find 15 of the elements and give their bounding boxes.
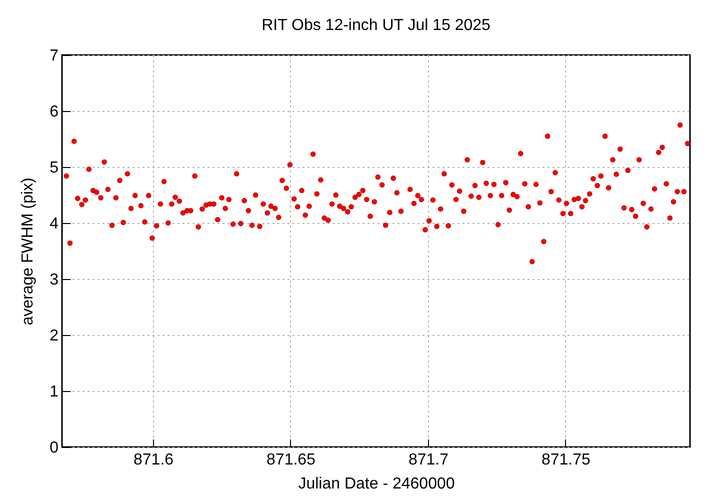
x-tick-label: 871.7 — [408, 452, 449, 468]
y-tick-label: 4 — [50, 216, 59, 232]
y-tick-label: 2 — [50, 328, 59, 344]
x-axis-title: Julian Date - 2460000 — [298, 476, 455, 492]
y-tick-label: 1 — [50, 384, 59, 400]
x-tick-label: 871.6 — [133, 452, 174, 468]
y-tick-label: 3 — [50, 272, 59, 288]
y-tick-label: 5 — [50, 160, 59, 176]
x-tick-label: 871.75 — [541, 452, 591, 468]
y-tick-label: 6 — [50, 104, 59, 120]
y-tick-label: 0 — [50, 440, 59, 456]
y-tick-label: 7 — [50, 48, 59, 64]
y-axis-title: average FWHM (pix) — [20, 178, 37, 326]
x-tick-label: 871.65 — [266, 452, 316, 468]
chart-title: RIT Obs 12-inch UT Jul 15 2025 — [262, 17, 491, 34]
